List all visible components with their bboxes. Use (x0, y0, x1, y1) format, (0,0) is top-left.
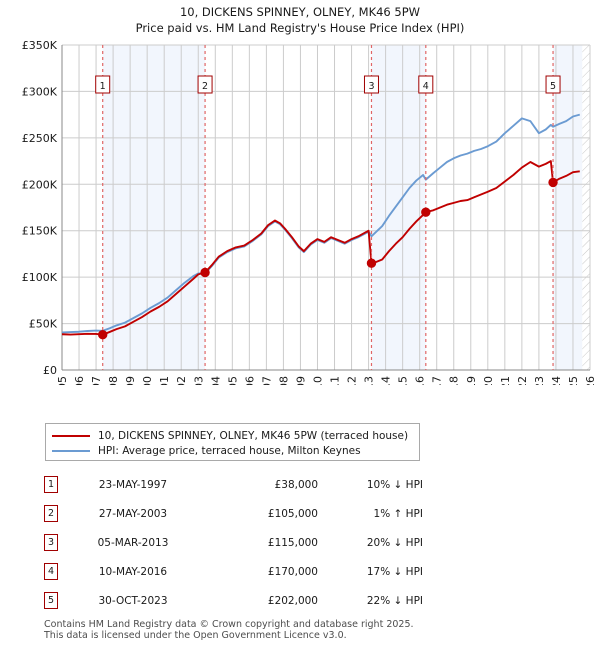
hpi-swatch (52, 449, 90, 452)
transaction-date: 05-MAR-2013 (97, 536, 169, 549)
svg-text:2013: 2013 (363, 376, 376, 385)
svg-text:2017: 2017 (431, 376, 444, 385)
svg-text:£150K: £150K (22, 225, 58, 238)
svg-text:1: 1 (100, 81, 106, 92)
title-line-1: 10, DICKENS SPINNEY, OLNEY, MK46 5PW (179, 5, 421, 19)
svg-text:2004: 2004 (209, 376, 222, 385)
svg-text:2005: 2005 (226, 376, 239, 385)
svg-text:£250K: £250K (22, 132, 58, 145)
page-title: 10, DICKENS SPINNEY, OLNEY, MK46 5PW Pri… (0, 4, 600, 36)
legend-item-price-paid: 10, DICKENS SPINNEY, OLNEY, MK46 5PW (te… (52, 428, 413, 443)
svg-text:£50K: £50K (29, 318, 58, 331)
svg-text:2020: 2020 (482, 376, 495, 385)
transaction-price: £105,000 (267, 507, 318, 520)
legend-label-price-paid: 10, DICKENS SPINNEY, OLNEY, MK46 5PW (te… (98, 429, 409, 442)
transaction-date: 23-MAY-1997 (98, 478, 168, 491)
marker-badge: 3 (44, 534, 58, 551)
svg-text:2002: 2002 (175, 376, 188, 385)
svg-text:1999: 1999 (124, 376, 137, 385)
copyright-footer: Contains HM Land Registry data © Crown c… (44, 619, 584, 641)
table-row: 3 05-MAR-2013 £115,000 20% ↓ HPI (44, 528, 444, 557)
svg-text:2006: 2006 (243, 376, 256, 385)
svg-text:2001: 2001 (158, 376, 171, 385)
chart-canvas: 1995 1996 1997 1998 1999 2000 2001 2002 2003 2004… (22, 40, 597, 385)
transaction-date: 10-MAY-2016 (98, 565, 168, 578)
svg-text:2014: 2014 (380, 376, 393, 385)
transaction-hpi-delta: 10% ↓ HPI (366, 478, 423, 491)
table-row: 4 10-MAY-2016 £170,000 17% ↓ HPI (44, 557, 444, 586)
transaction-hpi-delta: 17% ↓ HPI (366, 565, 423, 578)
svg-text:2008: 2008 (277, 376, 290, 385)
svg-text:£0: £0 (43, 364, 57, 377)
transaction-hpi-delta: 1% ↑ HPI (373, 507, 423, 520)
svg-text:2024: 2024 (550, 376, 563, 385)
svg-text:2010: 2010 (311, 376, 324, 385)
table-row: 2 27-MAY-2003 £105,000 1% ↑ HPI (44, 499, 444, 528)
svg-text:5: 5 (550, 81, 556, 92)
svg-text:2003: 2003 (192, 376, 205, 385)
svg-text:4: 4 (423, 81, 429, 92)
transaction-price: £202,000 (267, 594, 318, 607)
svg-text:1996: 1996 (73, 376, 86, 385)
transactions-table: 1 23-MAY-1997 £38,000 10% ↓ HPI 2 27-MAY… (44, 470, 444, 615)
transaction-hpi-delta: 20% ↓ HPI (366, 536, 423, 549)
table-row: 1 23-MAY-1997 £38,000 10% ↓ HPI (44, 470, 444, 499)
svg-text:£200K: £200K (22, 178, 58, 191)
svg-text:1998: 1998 (107, 376, 120, 385)
price-history-chart: 1995 1996 1997 1998 1999 2000 2001 2002 2003 2004… (0, 40, 600, 385)
svg-text:2012: 2012 (346, 376, 359, 385)
svg-text:2011: 2011 (329, 376, 342, 385)
svg-text:2007: 2007 (260, 376, 273, 385)
svg-text:2016: 2016 (414, 376, 427, 385)
legend-label-hpi: HPI: Average price, terraced house, Milt… (98, 444, 361, 457)
svg-text:2: 2 (202, 81, 208, 92)
svg-text:2022: 2022 (516, 376, 529, 385)
svg-text:£350K: £350K (22, 40, 58, 52)
svg-text:2025: 2025 (567, 376, 580, 385)
svg-text:2023: 2023 (533, 376, 546, 385)
transaction-date: 30-OCT-2023 (98, 594, 168, 607)
svg-text:1995: 1995 (56, 376, 69, 385)
transaction-price: £38,000 (274, 478, 318, 491)
transaction-price: £170,000 (267, 565, 318, 578)
svg-text:2009: 2009 (294, 376, 307, 385)
footer-line-1: Contains HM Land Registry data © Crown c… (44, 619, 414, 630)
svg-text:2018: 2018 (448, 376, 461, 385)
transaction-price: £115,000 (267, 536, 318, 549)
svg-text:3: 3 (368, 81, 374, 92)
svg-text:£100K: £100K (22, 271, 58, 284)
marker-badge: 4 (44, 563, 58, 580)
svg-text:1997: 1997 (90, 376, 103, 385)
transaction-date: 27-MAY-2003 (98, 507, 168, 520)
transaction-hpi-delta: 22% ↓ HPI (366, 594, 423, 607)
legend-item-hpi: HPI: Average price, terraced house, Milt… (52, 443, 413, 458)
svg-text:2021: 2021 (499, 376, 512, 385)
price-paid-swatch (52, 434, 90, 437)
marker-badge: 5 (44, 592, 58, 609)
svg-text:2019: 2019 (465, 376, 478, 385)
table-row: 5 30-OCT-2023 £202,000 22% ↓ HPI (44, 586, 444, 615)
marker-badge: 2 (44, 505, 58, 522)
footer-line-2: This data is licensed under the Open Gov… (44, 630, 347, 641)
marker-badge: 1 (44, 476, 58, 493)
title-line-2: Price paid vs. HM Land Registry's House … (135, 21, 465, 35)
svg-text:£300K: £300K (22, 85, 58, 98)
svg-text:2000: 2000 (141, 376, 154, 385)
svg-text:2015: 2015 (397, 376, 410, 385)
chart-legend: 10, DICKENS SPINNEY, OLNEY, MK46 5PW (te… (45, 423, 420, 461)
svg-text:2026: 2026 (584, 376, 597, 385)
